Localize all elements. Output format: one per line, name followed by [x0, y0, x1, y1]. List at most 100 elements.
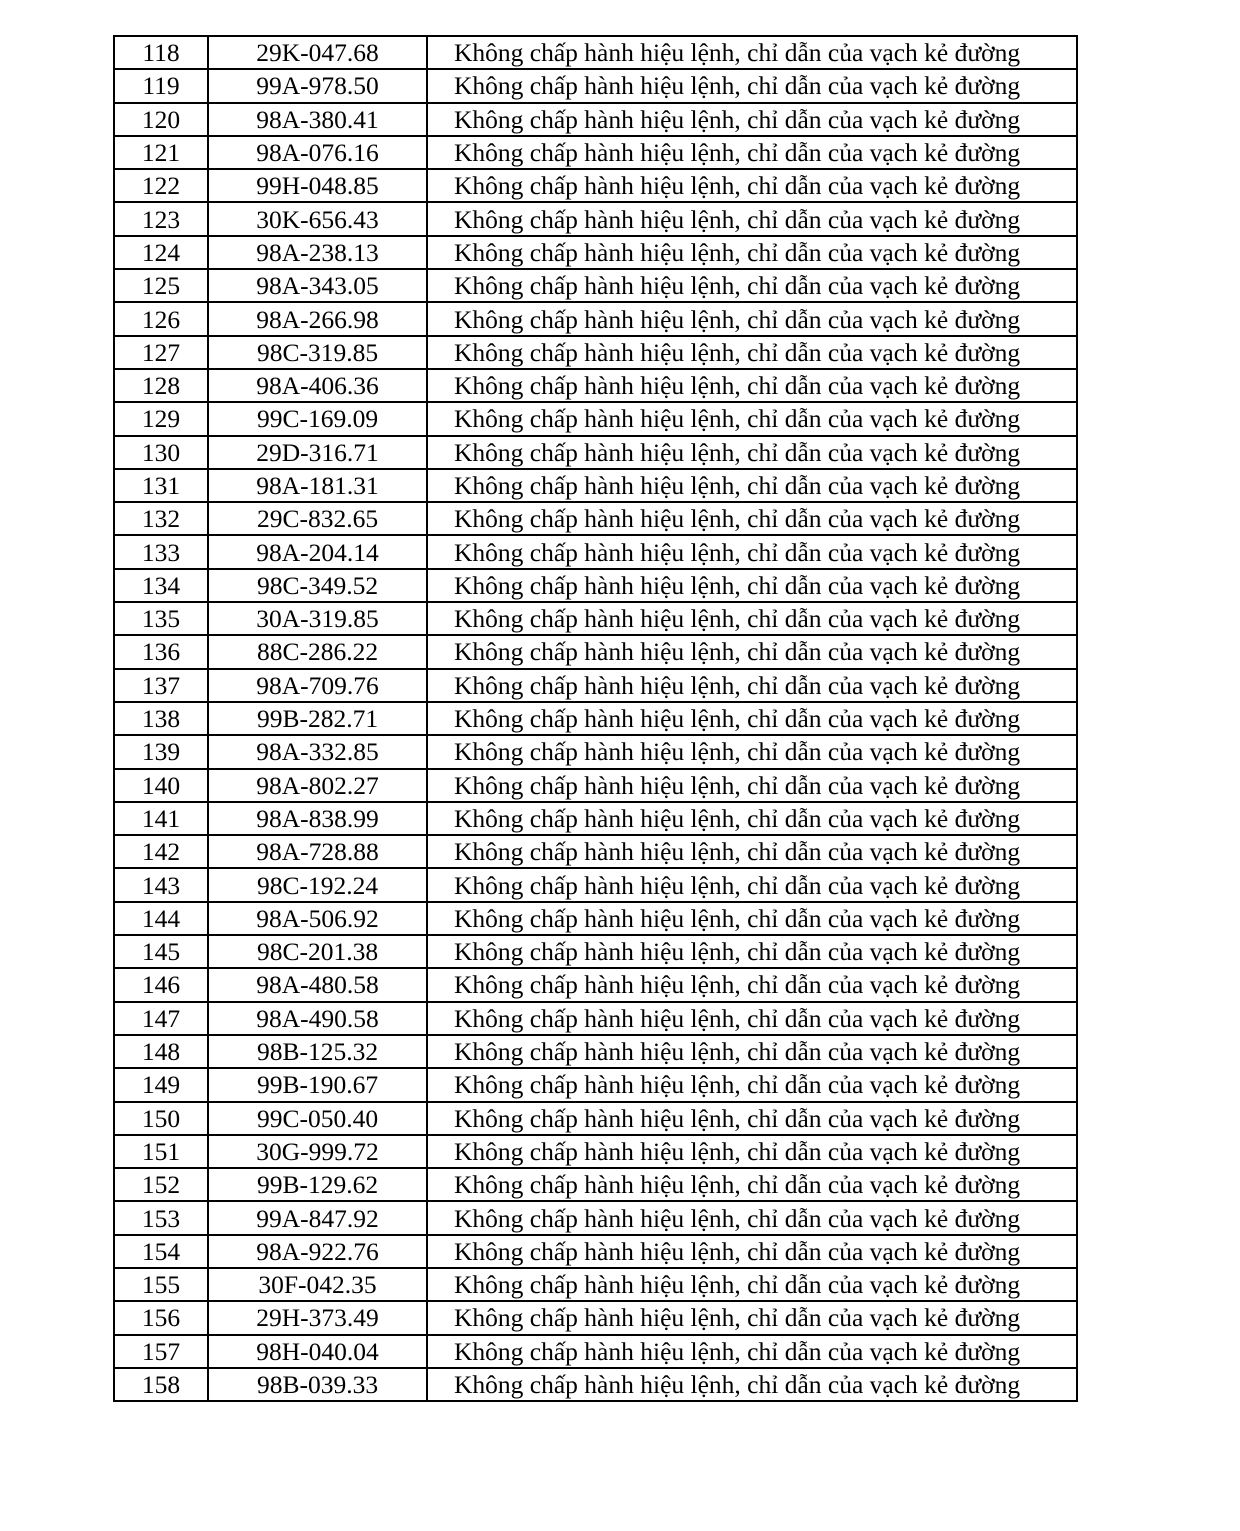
row-number: 148 — [113, 1033, 209, 1070]
license-plate: 98A-406.36 — [207, 367, 428, 404]
license-plate: 98A-922.76 — [207, 1233, 428, 1269]
violation-description: Không chấp hành hiệu lệnh, chỉ dẫn của v… — [426, 367, 1078, 404]
row-number: 144 — [113, 900, 209, 937]
table-row: 131 98A-181.31 Không chấp hành hiệu lệnh, … — [113, 467, 1078, 504]
license-plate: 29D-316.71 — [207, 434, 428, 470]
row-number: 134 — [113, 567, 209, 604]
violation-description: Không chấp hành hiệu lệnh, chỉ dẫn của v… — [426, 68, 1078, 104]
license-plate: 29H-373.49 — [207, 1300, 428, 1336]
license-plate: 98A-380.41 — [207, 101, 428, 137]
row-number: 138 — [113, 700, 209, 737]
row-number: 139 — [113, 734, 209, 770]
license-plate: 98A-490.58 — [207, 1000, 428, 1036]
violation-description: Không chấp hành hiệu lệnh, chỉ dẫn của v… — [426, 1200, 1078, 1236]
violation-description: Không chấp hành hiệu lệnh, chỉ dẫn của v… — [426, 1366, 1078, 1403]
license-plate: 98A-838.99 — [207, 800, 428, 837]
violation-description: Không chấp hành hiệu lệnh, chỉ dẫn của v… — [426, 1300, 1078, 1336]
table-row: 125 98A-343.05 Không chấp hành hiệu lệnh, … — [113, 268, 1078, 304]
license-plate: 99A-847.92 — [207, 1200, 428, 1236]
table-row: 130 29D-316.71 Không chấp hành hiệu lệnh, … — [113, 434, 1078, 470]
table-row: 119 99A-978.50 Không chấp hành hiệu lệnh, … — [113, 68, 1078, 104]
row-number: 123 — [113, 201, 209, 237]
license-plate: 98A-343.05 — [207, 268, 428, 304]
table-row: 150 99C-050.40 Không chấp hành hiệu lệnh, … — [113, 1100, 1078, 1136]
violation-description: Không chấp hành hiệu lệnh, chỉ dẫn của v… — [426, 1067, 1078, 1103]
row-number: 158 — [113, 1366, 209, 1403]
violation-description: Không chấp hành hiệu lệnh, chỉ dẫn của v… — [426, 34, 1078, 71]
row-number: 152 — [113, 1167, 209, 1203]
table-row: 151 30G-999.72 Không chấp hành hiệu lệnh, … — [113, 1133, 1078, 1170]
row-number: 156 — [113, 1300, 209, 1336]
row-number: 155 — [113, 1266, 209, 1303]
row-number: 136 — [113, 634, 209, 670]
row-number: 137 — [113, 667, 209, 703]
violation-description: Không chấp hành hiệu lệnh, chỉ dẫn của v… — [426, 1133, 1078, 1170]
license-plate: 30G-999.72 — [207, 1133, 428, 1170]
table-row: 148 98B-125.32 Không chấp hành hiệu lệnh, … — [113, 1033, 1078, 1070]
license-plate: 99B-129.62 — [207, 1167, 428, 1203]
row-number: 132 — [113, 501, 209, 537]
table-row: 154 98A-922.76 Không chấp hành hiệu lệnh, … — [113, 1233, 1078, 1269]
table-row: 127 98C-319.85 Không chấp hành hiệu lệnh, … — [113, 334, 1078, 370]
table-row: 134 98C-349.52 Không chấp hành hiệu lệnh, … — [113, 567, 1078, 604]
violation-description: Không chấp hành hiệu lệnh, chỉ dẫn của v… — [426, 401, 1078, 437]
table-row: 140 98A-802.27 Không chấp hành hiệu lệnh, … — [113, 767, 1078, 803]
license-plate: 98C-201.38 — [207, 934, 428, 970]
violations-table-body: 118 29K-047.68 Không chấp hành hiệu lệnh, … — [113, 34, 1078, 1403]
violation-description: Không chấp hành hiệu lệnh, chỉ dẫn của v… — [426, 800, 1078, 837]
violation-description: Không chấp hành hiệu lệnh, chỉ dẫn của v… — [426, 168, 1078, 204]
table-row: 137 98A-709.76 Không chấp hành hiệu lệnh, … — [113, 667, 1078, 703]
license-plate: 30A-319.85 — [207, 601, 428, 637]
violation-description: Không chấp hành hiệu lệnh, chỉ dẫn của v… — [426, 900, 1078, 937]
license-plate: 98A-802.27 — [207, 767, 428, 803]
table-row: 122 99H-048.85 Không chấp hành hiệu lệnh, … — [113, 168, 1078, 204]
table-row: 126 98A-266.98 Không chấp hành hiệu lệnh, … — [113, 301, 1078, 337]
table-row: 129 99C-169.09 Không chấp hành hiệu lệnh, … — [113, 401, 1078, 437]
license-plate: 99C-050.40 — [207, 1100, 428, 1136]
table-row: 136 88C-286.22 Không chấp hành hiệu lệnh, … — [113, 634, 1078, 670]
violation-description: Không chấp hành hiệu lệnh, chỉ dẫn của v… — [426, 101, 1078, 137]
license-plate: 98C-319.85 — [207, 334, 428, 370]
table-row: 156 29H-373.49 Không chấp hành hiệu lệnh, … — [113, 1300, 1078, 1336]
license-plate: 98A-709.76 — [207, 667, 428, 703]
violation-description: Không chấp hành hiệu lệnh, chỉ dẫn của v… — [426, 834, 1078, 870]
license-plate: 98H-040.04 — [207, 1333, 428, 1369]
table-row: 147 98A-490.58 Không chấp hành hiệu lệnh, … — [113, 1000, 1078, 1036]
row-number: 122 — [113, 168, 209, 204]
row-number: 153 — [113, 1200, 209, 1236]
license-plate: 29K-047.68 — [207, 34, 428, 71]
table-row: 152 99B-129.62 Không chấp hành hiệu lệnh, … — [113, 1167, 1078, 1203]
violation-description: Không chấp hành hiệu lệnh, chỉ dẫn của v… — [426, 201, 1078, 237]
license-plate: 29C-832.65 — [207, 501, 428, 537]
violation-description: Không chấp hành hiệu lệnh, chỉ dẫn của v… — [426, 1167, 1078, 1203]
license-plate: 98A-076.16 — [207, 134, 428, 171]
table-row: 132 29C-832.65 Không chấp hành hiệu lệnh, … — [113, 501, 1078, 537]
table-row: 133 98A-204.14 Không chấp hành hiệu lệnh, … — [113, 534, 1078, 570]
table-row: 153 99A-847.92 Không chấp hành hiệu lệnh, … — [113, 1200, 1078, 1236]
violation-description: Không chấp hành hiệu lệnh, chỉ dẫn của v… — [426, 734, 1078, 770]
table-row: 138 99B-282.71 Không chấp hành hiệu lệnh, … — [113, 700, 1078, 737]
license-plate: 88C-286.22 — [207, 634, 428, 670]
license-plate: 98A-480.58 — [207, 967, 428, 1003]
license-plate: 98A-332.85 — [207, 734, 428, 770]
table-row: 135 30A-319.85 Không chấp hành hiệu lệnh, … — [113, 601, 1078, 637]
license-plate: 98A-266.98 — [207, 301, 428, 337]
license-plate: 98A-728.88 — [207, 834, 428, 870]
table-row: 143 98C-192.24 Không chấp hành hiệu lệnh, … — [113, 867, 1078, 903]
table-row: 118 29K-047.68 Không chấp hành hiệu lệnh, … — [113, 34, 1078, 71]
violation-description: Không chấp hành hiệu lệnh, chỉ dẫn của v… — [426, 967, 1078, 1003]
table-row: 155 30F-042.35 Không chấp hành hiệu lệnh, … — [113, 1266, 1078, 1303]
violation-description: Không chấp hành hiệu lệnh, chỉ dẫn của v… — [426, 334, 1078, 370]
license-plate: 99H-048.85 — [207, 168, 428, 204]
violation-description: Không chấp hành hiệu lệnh, chỉ dẫn của v… — [426, 268, 1078, 304]
license-plate: 99B-190.67 — [207, 1067, 428, 1103]
row-number: 147 — [113, 1000, 209, 1036]
violation-description: Không chấp hành hiệu lệnh, chỉ dẫn của v… — [426, 1233, 1078, 1269]
row-number: 135 — [113, 601, 209, 637]
license-plate: 98C-192.24 — [207, 867, 428, 903]
row-number: 124 — [113, 234, 209, 271]
violation-description: Không chấp hành hiệu lệnh, chỉ dẫn của v… — [426, 667, 1078, 703]
violation-description: Không chấp hành hiệu lệnh, chỉ dẫn của v… — [426, 567, 1078, 604]
license-plate: 98A-204.14 — [207, 534, 428, 570]
violation-description: Không chấp hành hiệu lệnh, chỉ dẫn của v… — [426, 1000, 1078, 1036]
